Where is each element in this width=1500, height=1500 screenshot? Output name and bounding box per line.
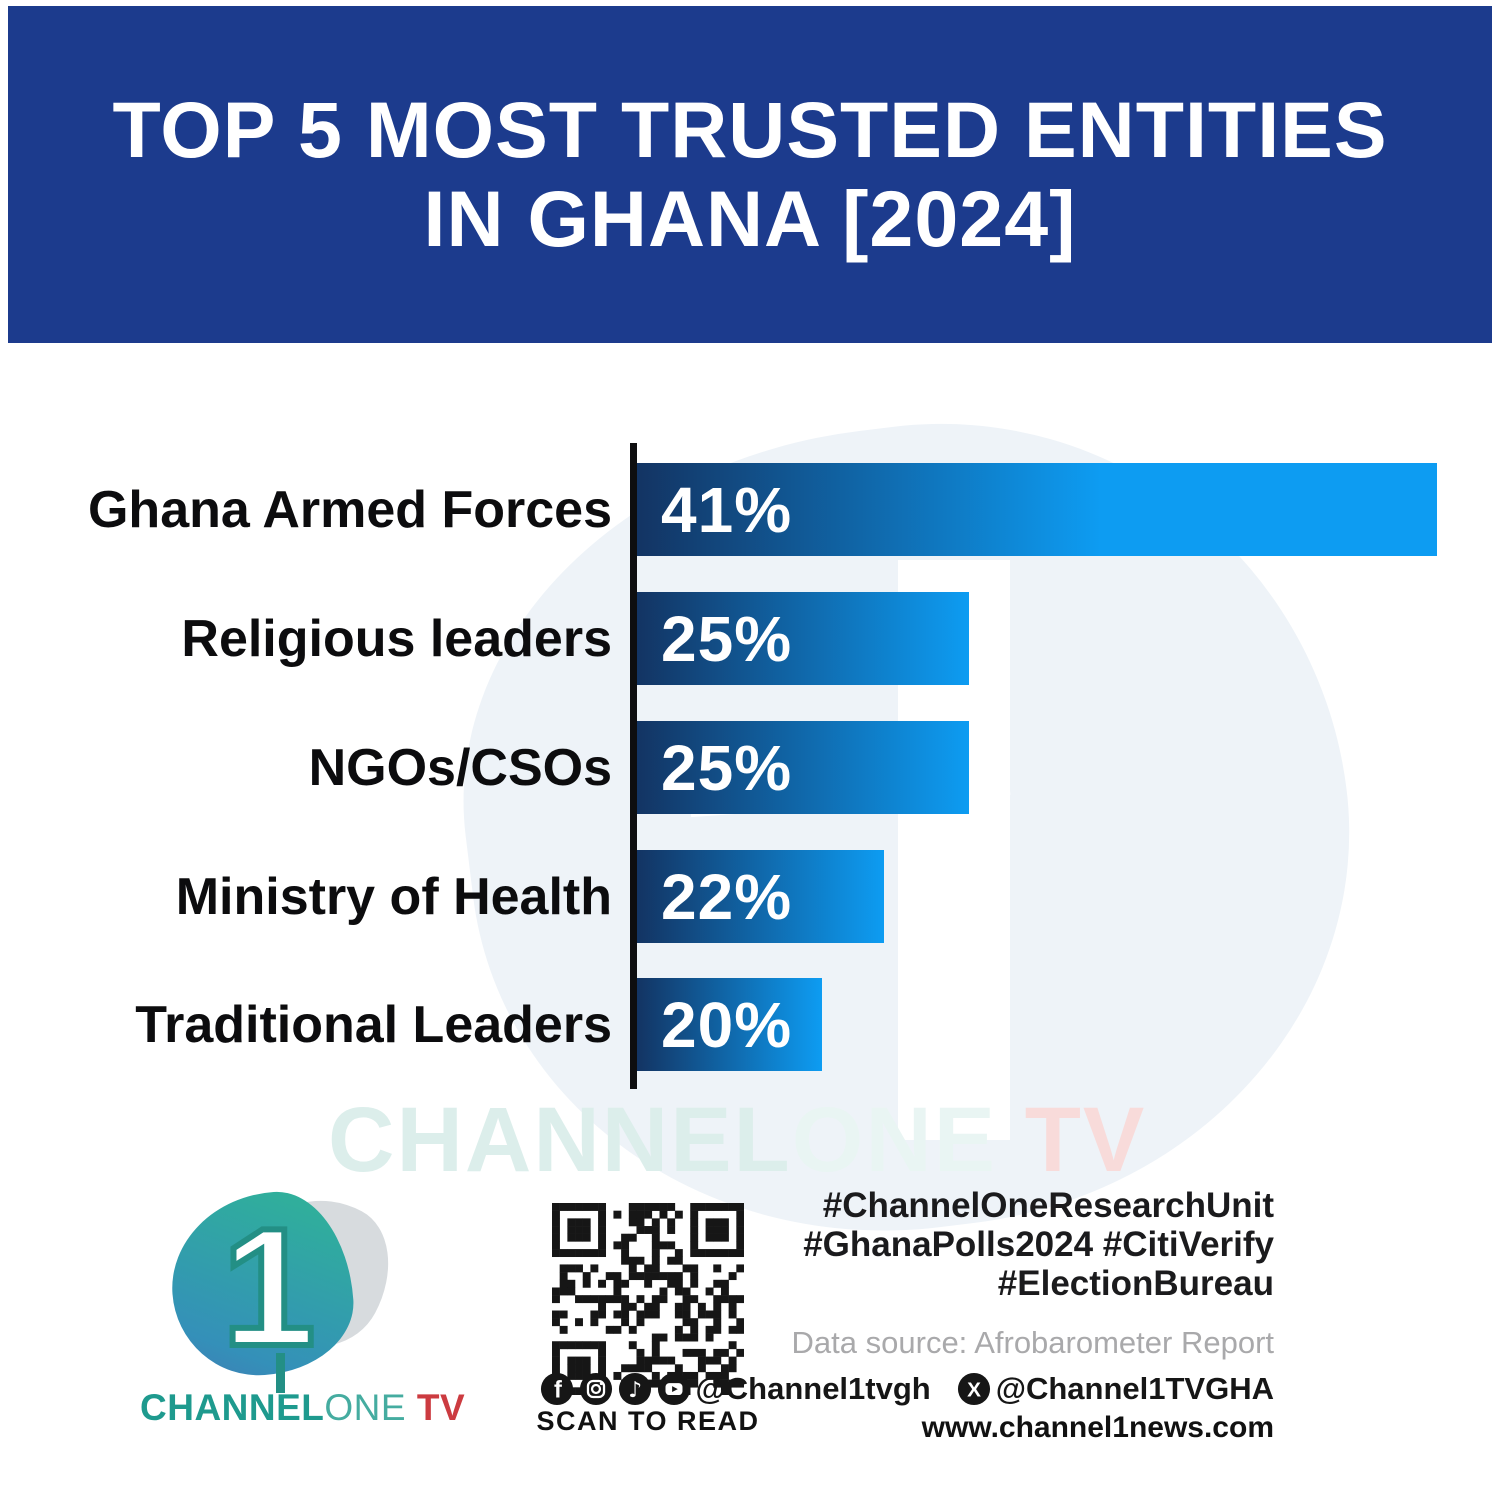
watermark-tv: TV	[997, 1089, 1147, 1191]
channel-one-logo: 1 CHANNELONE TV	[130, 1172, 465, 1435]
bar-value-label: 20%	[661, 988, 793, 1061]
header-banner: TOP 5 MOST TRUSTED ENTITIES IN GHANA [20…	[8, 6, 1492, 343]
bar-ghana-armed-forces: 41%	[637, 463, 1437, 556]
svg-text:f: f	[554, 1378, 562, 1404]
tiktok-icon: ♪	[618, 1372, 651, 1406]
logo-text-one: ONE	[324, 1387, 407, 1428]
chart-row: Ghana Armed Forces 41%	[0, 463, 1500, 556]
logo-text-tv: TV	[406, 1387, 466, 1428]
chart-axis-line	[630, 443, 637, 1089]
category-label: Ministry of Health	[175, 867, 612, 926]
qr-caption: SCAN TO READ	[536, 1406, 760, 1436]
logo-numeral-one: 1	[219, 1193, 318, 1381]
page-title-line1: TOP 5 MOST TRUSTED ENTITIES	[112, 85, 1388, 175]
social-handle-x: @Channel1TVGHA	[995, 1371, 1274, 1406]
bar-value-label: 41%	[661, 473, 793, 546]
bar-traditional-leaders: 20%	[637, 978, 822, 1071]
bar-value-label: 25%	[661, 602, 793, 675]
category-label: Traditional Leaders	[135, 995, 612, 1054]
instagram-icon	[579, 1372, 612, 1406]
logo-brand-text: CHANNELONE TV	[140, 1387, 465, 1429]
chart-row: Traditional Leaders 20%	[0, 978, 1500, 1071]
hashtags-line3: #ElectionBureau	[997, 1264, 1274, 1303]
logo-numeral-stem	[276, 1353, 285, 1393]
facebook-icon: f	[540, 1372, 573, 1406]
logo-text-channel: CHANNEL	[140, 1387, 325, 1428]
watermark-brand-text: CHANNELONE TV	[328, 1088, 1146, 1193]
category-label: Religious leaders	[181, 609, 612, 668]
social-handle-main: @Channel1tvgh	[695, 1371, 931, 1406]
footer-right-column: #ChannelOneResearchUnit #GhanaPolls2024 …	[540, 1186, 1274, 1445]
website-url: www.channel1news.com	[921, 1411, 1274, 1444]
youtube-icon	[657, 1372, 690, 1406]
data-source-text: Data source: Afrobarometer Report	[791, 1325, 1274, 1360]
bar-ngos-csos: 25%	[637, 721, 969, 814]
category-label: Ghana Armed Forces	[87, 480, 612, 539]
chart-row: NGOs/CSOs 25%	[0, 721, 1500, 814]
bar-ministry-of-health: 22%	[637, 850, 884, 943]
hashtags-line1: #ChannelOneResearchUnit	[822, 1186, 1274, 1225]
watermark-one: ONE	[791, 1089, 998, 1191]
svg-text:X: X	[967, 1379, 981, 1402]
bar-value-label: 22%	[661, 860, 793, 933]
page-title-line2: IN GHANA [2024]	[423, 173, 1077, 263]
bar-value-label: 25%	[661, 731, 793, 804]
chart-row: Religious leaders 25%	[0, 592, 1500, 685]
watermark-channel: CHANNEL	[328, 1089, 792, 1191]
x-icon: X	[957, 1372, 990, 1406]
hashtags-line2: #GhanaPolls2024 #CitiVerify	[803, 1225, 1274, 1264]
category-label: NGOs/CSOs	[308, 738, 612, 797]
social-row: f ♪ @Channel1tvgh X @Channel1TVGHA	[540, 1369, 1274, 1409]
chart-row: Ministry of Health 22%	[0, 850, 1500, 943]
svg-text:♪: ♪	[628, 1378, 642, 1403]
bar-religious-leaders: 25%	[637, 592, 969, 685]
